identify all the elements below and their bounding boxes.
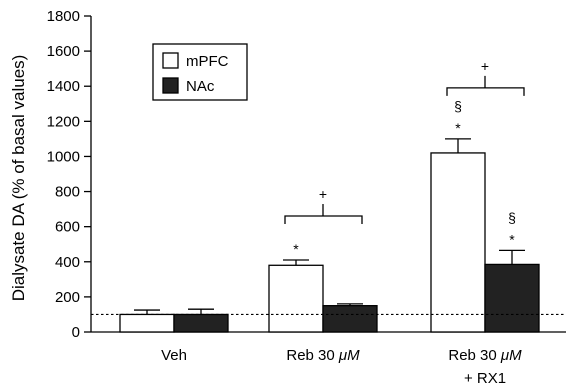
comparison-plus-sign: +	[319, 186, 327, 202]
bar-nac	[484, 263, 540, 333]
y-tick-label: 1400	[47, 78, 80, 95]
legend-label-nac: NAc	[186, 78, 215, 95]
significance-asterisk: *	[509, 231, 515, 247]
y-tick-label: 1200	[47, 113, 80, 130]
legend-label-mpfc: mPFC	[186, 53, 229, 70]
bar-nac	[173, 313, 229, 333]
significance-section-mark: §	[508, 209, 516, 225]
y-tick-label: 400	[55, 254, 80, 271]
bar-nac	[322, 305, 378, 333]
comparison-plus-sign: +	[481, 58, 489, 74]
bar-mpfc	[430, 152, 486, 333]
significance-asterisk: *	[455, 120, 461, 136]
y-tick-label: 1600	[47, 43, 80, 60]
x-category-label-line2: + RX1	[464, 370, 506, 387]
bar-mpfc	[268, 264, 324, 333]
x-category-label: Veh	[161, 347, 187, 364]
legend-swatch-mpfc	[162, 52, 179, 69]
y-tick-label: 800	[55, 184, 80, 201]
y-tick-label: 1000	[47, 148, 80, 165]
comparison-bracket	[446, 87, 525, 96]
y-axis-title: Dialysate DA (% of basal values)	[9, 55, 28, 302]
y-tick-label: 1800	[47, 8, 80, 25]
x-category-label: Reb 30 μM	[286, 347, 360, 364]
bar-mpfc	[119, 313, 175, 333]
significance-asterisk: *	[293, 241, 299, 257]
comparison-bracket	[284, 215, 363, 225]
y-tick-label: 0	[72, 324, 80, 341]
legend-swatch-nac	[162, 77, 179, 94]
y-tick-label: 200	[55, 289, 80, 306]
x-category-label: Reb 30 μM	[448, 347, 522, 364]
y-tick-label: 600	[55, 219, 80, 236]
significance-section-mark: §	[454, 98, 462, 114]
